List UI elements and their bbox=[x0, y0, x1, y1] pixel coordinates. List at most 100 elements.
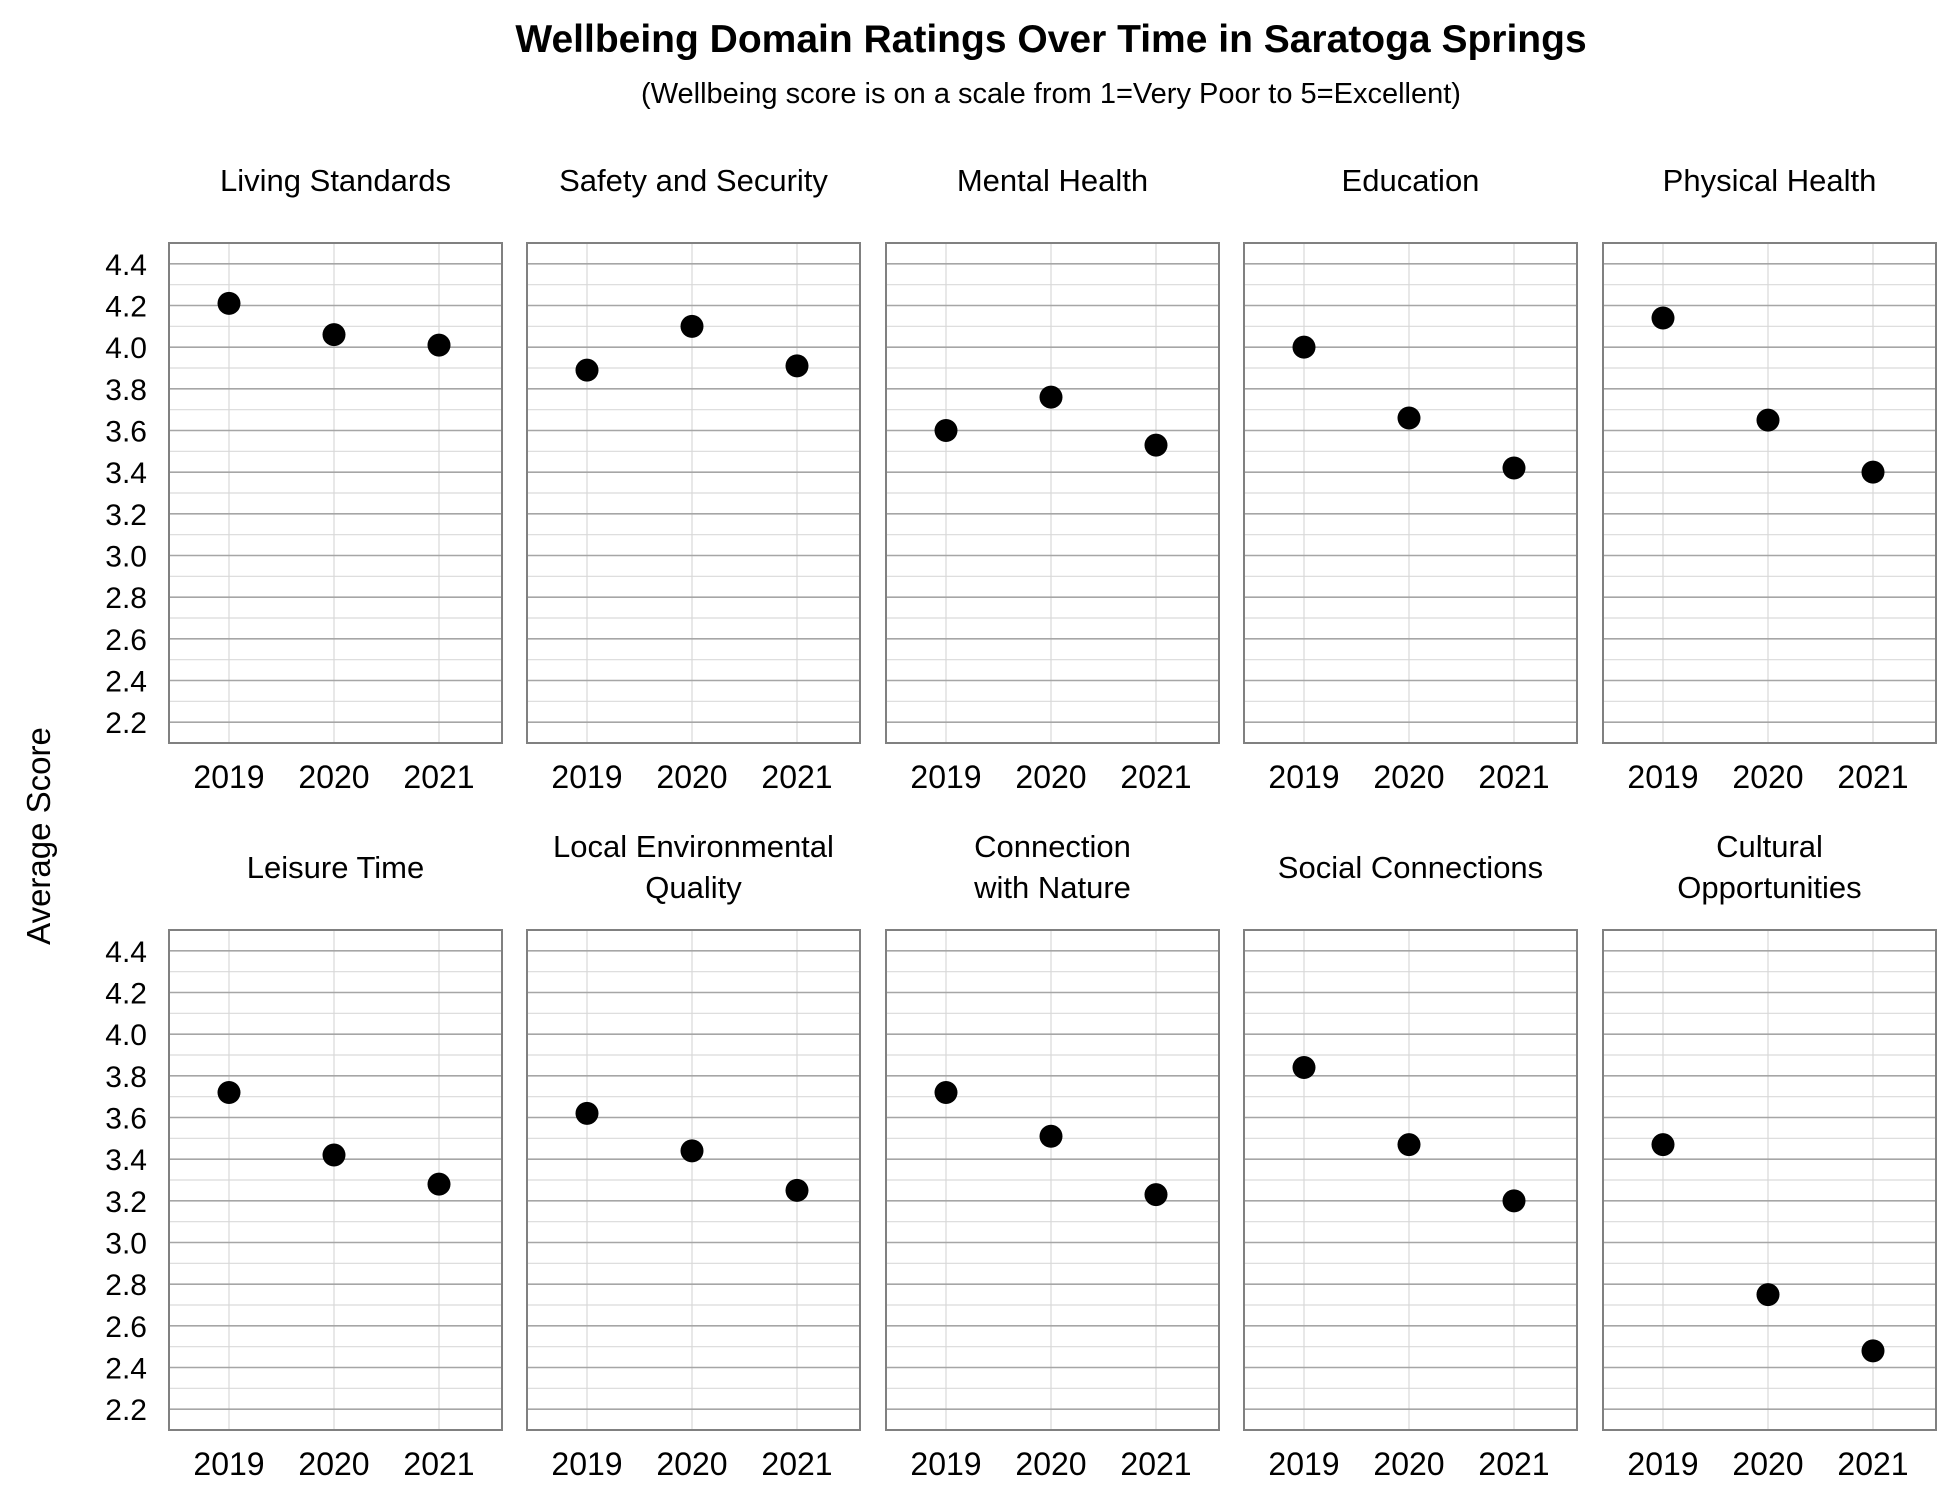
y-tick-label: 3.0 bbox=[105, 541, 147, 574]
y-tick-label: 4.2 bbox=[105, 978, 147, 1011]
panel-connection-with-nature: Connection with Nature 2019 2020 2021 bbox=[885, 829, 1220, 1482]
data-point bbox=[322, 323, 346, 347]
panel-title: Social Connections bbox=[1278, 850, 1543, 885]
data-point bbox=[217, 1081, 241, 1104]
x-tick-label: 2020 bbox=[1015, 1446, 1086, 1482]
x-tick-label: 2019 bbox=[1268, 759, 1339, 795]
x-tick-label: 2019 bbox=[1268, 1446, 1339, 1482]
data-point bbox=[1292, 1056, 1316, 1079]
y-axis-label: Average Score bbox=[20, 727, 57, 945]
panel-living-standards: Living Standards 2.2 2.4 2.6 2.8 3.0 3.2 3.4 3.6… bbox=[105, 163, 503, 795]
panel-title: Safety and Security bbox=[559, 163, 828, 198]
panel-title: Opportunities bbox=[1677, 870, 1861, 905]
panel-border bbox=[885, 929, 1220, 1431]
panel-border bbox=[526, 929, 861, 1431]
chart-title: Wellbeing Domain Ratings Over Time in Sa… bbox=[515, 18, 1586, 61]
data-point bbox=[1502, 1189, 1526, 1213]
data-point bbox=[1144, 1183, 1168, 1207]
x-tick-label: 2020 bbox=[656, 1446, 727, 1482]
x-tick-label: 2021 bbox=[1837, 1446, 1908, 1482]
y-tick-label: 2.6 bbox=[105, 624, 147, 657]
data-point bbox=[1039, 385, 1063, 409]
x-tick-label: 2020 bbox=[1732, 759, 1803, 795]
data-point bbox=[1651, 1133, 1675, 1157]
x-tick-label: 2021 bbox=[1478, 1446, 1549, 1482]
x-tick-label: 2019 bbox=[193, 759, 264, 795]
y-tick-label: 3.2 bbox=[105, 1186, 147, 1219]
panel-border bbox=[1602, 242, 1937, 744]
y-tick-label: 4.0 bbox=[105, 1019, 147, 1052]
panel-mental-health: Mental Health 2019 2020 2021 bbox=[885, 163, 1220, 795]
panel-title: Mental Health bbox=[957, 163, 1148, 198]
panel-title: Living Standards bbox=[220, 163, 451, 198]
data-point bbox=[1651, 306, 1675, 330]
panel-title: Quality bbox=[645, 870, 742, 905]
x-tick-label: 2019 bbox=[910, 1446, 981, 1482]
y-tick-label: 3.8 bbox=[105, 374, 147, 407]
data-point bbox=[1756, 1283, 1780, 1307]
y-tick-label: 3.6 bbox=[105, 1103, 147, 1136]
data-point bbox=[1397, 406, 1421, 430]
y-tick-label: 2.2 bbox=[105, 707, 147, 740]
x-tick-label: 2019 bbox=[551, 759, 622, 795]
x-tick-label: 2019 bbox=[1627, 1446, 1698, 1482]
data-point bbox=[1861, 460, 1885, 484]
panel-title: Cultural bbox=[1716, 829, 1823, 864]
panel-title: Connection bbox=[974, 829, 1131, 864]
x-tick-label: 2019 bbox=[193, 1446, 264, 1482]
data-point bbox=[575, 1101, 599, 1125]
x-tick-label: 2020 bbox=[656, 759, 727, 795]
y-tick-label: 3.2 bbox=[105, 499, 147, 532]
x-tick-label: 2020 bbox=[298, 759, 369, 795]
data-point bbox=[1144, 433, 1168, 457]
panel-border bbox=[1243, 242, 1578, 744]
x-tick-label: 2020 bbox=[298, 1446, 369, 1482]
panel-leisure-time: Leisure Time 2.2 2.4 2.6 2.8 3.0 3.2 3.4 3.6 3.8 4… bbox=[105, 850, 503, 1482]
chart-subtitle: (Wellbeing score is on a scale from 1=Ve… bbox=[641, 78, 1461, 110]
panel-education: Education 2019 2020 2021 bbox=[1243, 163, 1578, 795]
data-point bbox=[427, 1172, 451, 1196]
panel-title: Education bbox=[1342, 163, 1480, 198]
x-tick-label: 2021 bbox=[1837, 759, 1908, 795]
panels-group: Living Standards 2.2 2.4 2.6 2.8 3.0 3.2 3.4 3.6… bbox=[105, 163, 1937, 1482]
data-point bbox=[1756, 408, 1780, 432]
x-tick-label: 2021 bbox=[1120, 1446, 1191, 1482]
y-tick-label: 2.2 bbox=[105, 1394, 147, 1427]
data-point bbox=[934, 1081, 958, 1104]
data-point bbox=[427, 333, 451, 357]
data-point bbox=[934, 419, 958, 442]
panel-safety-and-security: Safety and Security 2019 2020 2021 bbox=[526, 163, 861, 795]
panel-social-connections: Social Connections 2019 2020 2021 bbox=[1243, 850, 1578, 1482]
panel-title: Physical Health bbox=[1663, 163, 1877, 198]
y-tick-label: 3.6 bbox=[105, 416, 147, 449]
panel-title: Leisure Time bbox=[247, 850, 424, 885]
data-point bbox=[575, 358, 599, 382]
y-tick-label: 4.4 bbox=[105, 936, 147, 969]
data-point bbox=[217, 291, 241, 315]
y-tick-label: 4.2 bbox=[105, 291, 147, 324]
data-point bbox=[785, 354, 809, 378]
data-point bbox=[1039, 1124, 1063, 1148]
y-tick-label: 4.0 bbox=[105, 332, 147, 365]
data-point bbox=[680, 1139, 704, 1163]
x-tick-label: 2021 bbox=[761, 1446, 832, 1482]
x-tick-label: 2020 bbox=[1373, 759, 1444, 795]
data-point bbox=[785, 1178, 809, 1202]
x-tick-label: 2020 bbox=[1373, 1446, 1444, 1482]
x-tick-label: 2021 bbox=[761, 759, 832, 795]
data-point bbox=[1397, 1133, 1421, 1157]
y-tick-label: 3.4 bbox=[105, 1144, 147, 1177]
panel-title: with Nature bbox=[973, 870, 1131, 905]
y-tick-label: 4.4 bbox=[105, 249, 147, 282]
panel-border bbox=[168, 929, 503, 1431]
y-tick-label: 3.0 bbox=[105, 1228, 147, 1261]
y-tick-label: 2.6 bbox=[105, 1311, 147, 1344]
panel-border bbox=[1243, 929, 1578, 1431]
y-tick-label: 3.8 bbox=[105, 1061, 147, 1094]
x-tick-label: 2020 bbox=[1732, 1446, 1803, 1482]
y-tick-label: 3.4 bbox=[105, 457, 147, 490]
y-tick-label: 2.4 bbox=[105, 1353, 147, 1386]
panel-physical-health: Physical Health 2019 2020 2021 bbox=[1602, 163, 1937, 795]
x-tick-label: 2021 bbox=[403, 759, 474, 795]
